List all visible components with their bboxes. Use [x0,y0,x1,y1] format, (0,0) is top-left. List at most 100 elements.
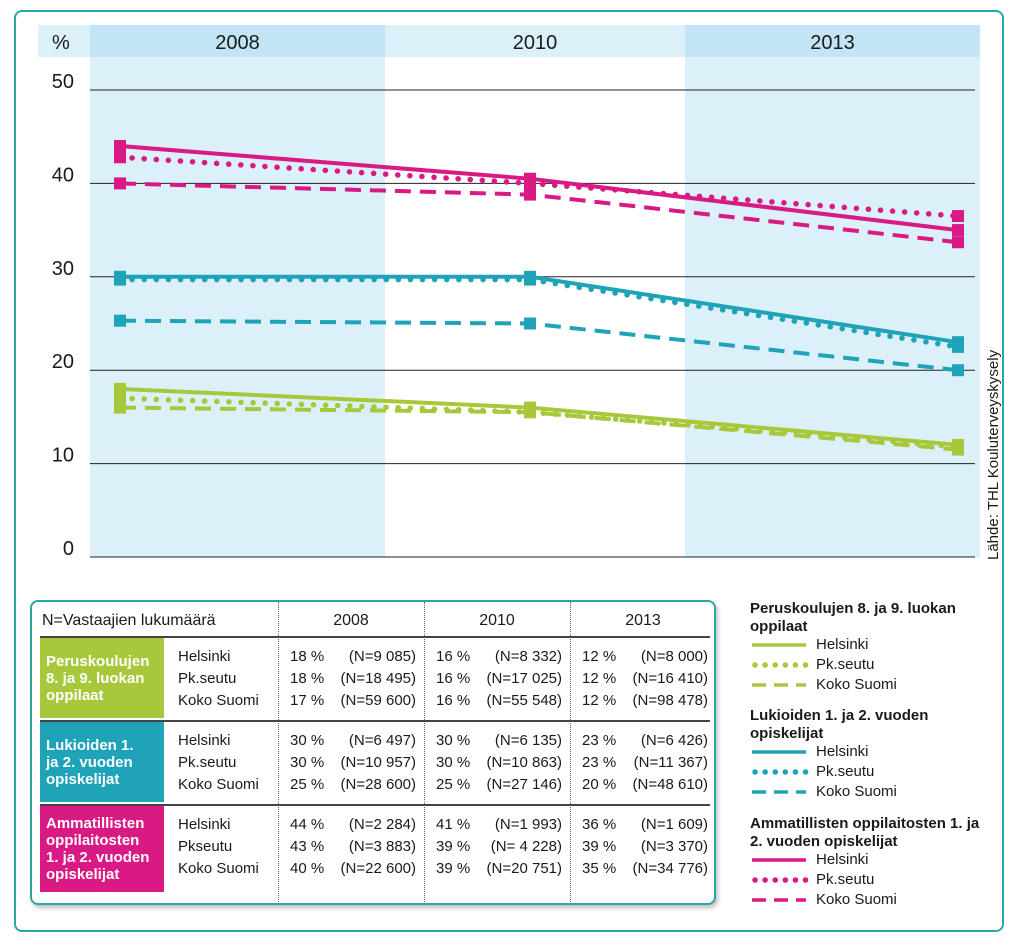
y-tick-label: 50 [52,71,74,93]
group-label-2: Lukioiden 1. ja 2. vuoden opiskelijat [40,722,164,802]
y-tick-label: 20 [52,351,74,373]
row-divider [40,636,710,638]
column-divider [278,602,279,902]
cell-percent: 25 % [436,776,471,793]
cell-n: (N=9 085) [348,648,416,665]
group-label-line: 1. ja 2. vuoden [46,849,150,866]
row-region: Pkseutu [178,838,233,855]
respondent-table: N=Vastaajien lukumäärä 2008 2010 2013 Perusk… [30,600,716,905]
group-label-line: Lukioiden 1. [46,736,134,754]
cell-percent: 18 % [290,670,325,687]
cell-percent: 40 % [290,860,325,877]
cell-n: (N=55 548) [486,692,562,709]
legend-title: Peruskoulujen 8. ja 9. luokan oppilaat [750,600,956,635]
x-category-label: 2013 [810,32,855,54]
cell-n: (N=6 497) [348,732,416,749]
table-header-year: 2008 [333,612,369,629]
legend-swatches [752,750,809,794]
cell-n: (N=3 370) [640,838,708,855]
legend-swatches [752,858,809,902]
cell-n: (N=3 883) [348,838,416,855]
y-tick-label: 30 [52,258,74,280]
group-label-line: opiskelijat [46,866,120,883]
cell-n: (N=11 367) [633,754,708,771]
y-tick-label: 10 [52,445,74,467]
legend-item-label: Pk.seutu [816,871,875,888]
series-peruskoulu-dashed [114,401,964,456]
y-tick-label: 0 [63,538,74,560]
year-band-header [385,25,685,57]
row-region: Helsinki [178,816,231,833]
legend-item-label: Helsinki [816,636,869,653]
row-region: Koko Suomi [178,776,259,793]
cell-percent: 23 % [582,754,617,771]
cell-n: (N=20 751) [486,860,562,877]
legend-item-label: Koko Suomi [816,676,897,693]
cell-n: (N=8 332) [494,648,562,665]
group-label-line: oppilaat [46,686,104,704]
cell-n: (N=1 609) [640,816,708,833]
row-region: Pk.seutu [178,754,237,771]
row-region: Koko Suomi [178,860,259,877]
legend-item-label: Pk.seutu [816,763,875,780]
series-lukio-dashed [114,314,964,377]
source-note: Lähde: THL Kouluterveyskysely [985,300,1005,560]
legend-title: Lukioiden 1. ja 2. vuoden opiskelijat [750,707,929,742]
cell-percent: 12 % [582,648,617,665]
year-band [385,25,685,557]
cell-n: (N=22 600) [340,860,416,877]
group-label-line: Peruskoulujen [46,652,150,670]
cell-percent: 30 % [436,732,471,749]
y-tick-label: 40 [52,164,74,186]
data-point [114,151,126,164]
legend-item-label: Pk.seutu [816,656,875,673]
group-label-line: opiskelijat [46,770,120,788]
cell-percent: 25 % [290,776,325,793]
year-band-header [90,25,385,57]
data-point [952,364,964,377]
row-region: Koko Suomi [178,692,259,709]
cell-percent: 39 % [582,838,617,855]
cell-percent: 16 % [436,648,471,665]
column-divider [424,602,425,902]
legend-title: Ammatillisten oppilaitosten 1. ja 2. vuo… [750,815,980,850]
data-point [524,406,536,419]
legend-item-label: Helsinki [816,743,869,760]
figure-frame [14,10,1004,932]
cell-n: (N= 4 228) [490,838,562,855]
cell-n: (N=6 426) [640,732,708,749]
cell-percent: 36 % [582,816,617,833]
data-point [524,177,536,190]
data-point [114,401,126,414]
data-point [114,314,126,327]
data-point [114,177,126,190]
cell-percent: 35 % [582,860,617,877]
legend-item-label: Helsinki [816,851,869,868]
cell-n: (N=6 135) [494,732,562,749]
data-point [114,140,126,153]
row-region: Helsinki [178,648,231,665]
cell-n: (N=48 610) [632,776,708,793]
unit-header-cell [38,25,90,57]
cell-percent: 39 % [436,838,471,855]
cell-percent: 30 % [436,754,471,771]
data-point [114,382,126,395]
series-lukio-dotted [114,273,964,353]
group-label-line: Ammatillisten [46,815,145,832]
cell-n: (N=98 478) [632,692,708,709]
data-point [952,224,964,237]
year-band [90,25,385,557]
cell-percent: 43 % [290,838,325,855]
data-point [952,340,964,353]
group-label-line: 8. ja 9. luokan [46,669,145,687]
cell-n: (N=16 410) [632,670,708,687]
y-axis-unit: % [52,32,70,54]
year-band-header [685,25,980,57]
cell-percent: 20 % [582,776,617,793]
group-label-line: oppilaitosten [46,832,140,849]
series-ammatillinen-dashed [114,177,964,249]
row-divider [40,804,710,806]
row-divider [40,720,710,722]
cell-n: (N=10 863) [486,754,562,771]
cell-percent: 30 % [290,754,325,771]
